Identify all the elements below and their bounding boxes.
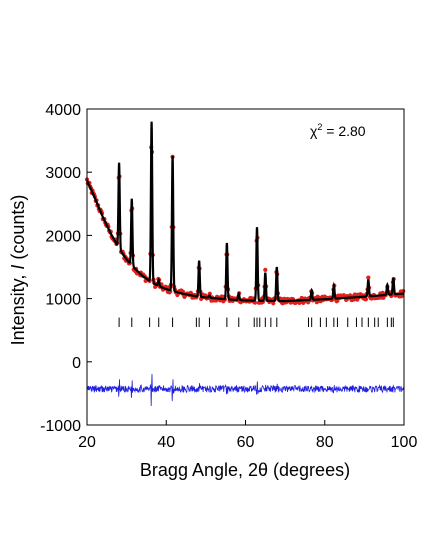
- chi-squared-annotation: χ2 = 2.80: [310, 122, 366, 139]
- x-tick-label: 80: [316, 434, 334, 451]
- observed-point: [271, 301, 276, 306]
- axes: 20 40 60 80 100 -1000 0 1000 2000 3000 4000: [40, 102, 417, 451]
- observed-point: [366, 275, 371, 280]
- observed-point: [335, 298, 340, 303]
- calculated-series: [85, 121, 405, 303]
- x-tick-label: 60: [237, 434, 255, 451]
- y-tick-label: 1000: [45, 292, 81, 309]
- observed-point: [263, 267, 268, 272]
- observed-point: [299, 295, 304, 301]
- difference-series: [86, 373, 405, 406]
- y-tick-label: 4000: [45, 102, 81, 119]
- y-axis-label: Intensity, I (counts): [8, 195, 28, 346]
- x-tick-label: 100: [391, 434, 418, 451]
- x-tick-label: 20: [78, 434, 96, 451]
- observed-point: [363, 297, 369, 302]
- y-tick-label: 2000: [45, 228, 81, 245]
- observed-point: [314, 300, 319, 305]
- x-axis-label: Bragg Angle, 2θ (degrees): [140, 460, 350, 480]
- plot-area: [84, 121, 406, 406]
- x-tick-label: 40: [157, 434, 175, 451]
- y-tick-label: 0: [72, 355, 81, 372]
- reflection-ticks: [118, 317, 394, 328]
- y-tick-label: -1000: [40, 418, 81, 435]
- observed-point: [279, 296, 284, 301]
- y-tick-label: 3000: [45, 165, 81, 182]
